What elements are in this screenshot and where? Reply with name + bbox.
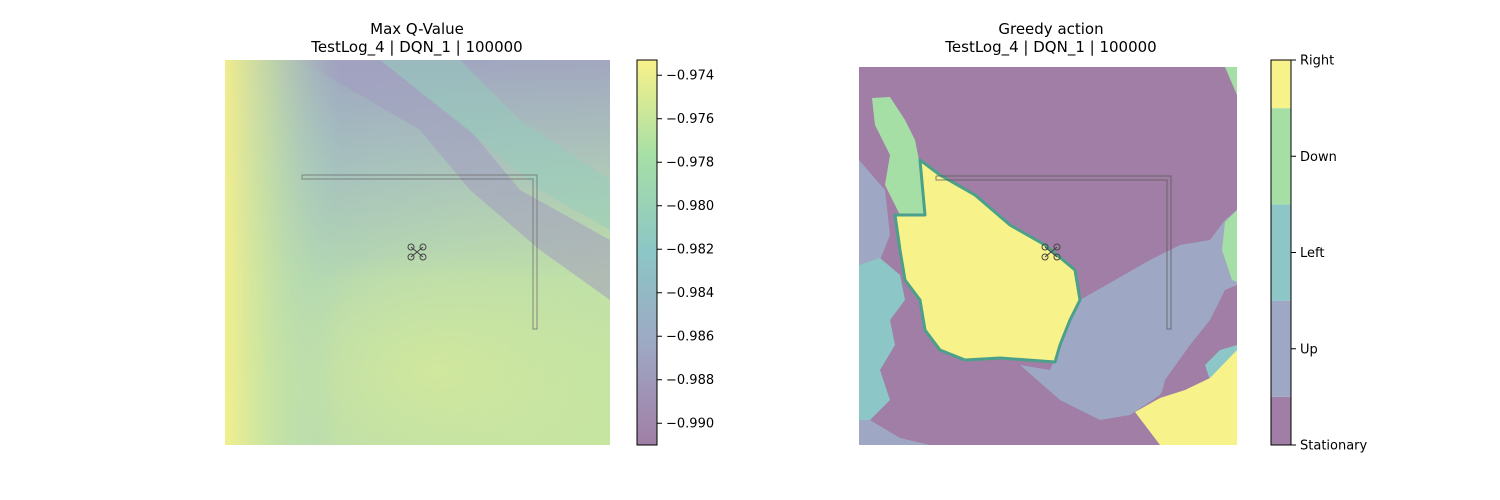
greedy-colorbar-tick-label: Left bbox=[1300, 246, 1324, 261]
qvalue-heatmap bbox=[225, 60, 610, 445]
greedy-colorbar-band bbox=[1271, 396, 1291, 445]
region-up-left bbox=[859, 160, 890, 265]
qvalue-colorbar-tick-label: −0.988 bbox=[666, 373, 714, 388]
region-up-bottom-left bbox=[859, 420, 930, 445]
qvalue-wall-outline bbox=[301, 174, 538, 330]
qvalue-colorbar-tick-label: −0.974 bbox=[666, 69, 714, 84]
region-down-upper-left bbox=[872, 97, 925, 215]
qvalue-colorbar-ticks: −0.974 −0.976 −0.978 −0.980 −0.982 −0.984 −0.9… bbox=[657, 69, 714, 432]
qvalue-colorbar-tick-label: −0.984 bbox=[666, 286, 714, 301]
qvalue-panel: Max Q-Value TestLog_4 | DQN_1 | 100000 −… bbox=[225, 20, 714, 446]
qvalue-colorbar-tick-label: −0.978 bbox=[666, 156, 714, 171]
region-down-top-right bbox=[1225, 67, 1237, 95]
greedy-colorbar-ticks: Stationary Up Left Down Right bbox=[1291, 54, 1368, 454]
greedy-colorbar-band bbox=[1271, 60, 1291, 109]
greedy-colorbar-bands bbox=[1271, 60, 1291, 445]
greedy-colorbar-band bbox=[1271, 204, 1291, 301]
region-stationary-right bbox=[1150, 285, 1237, 410]
greedy-colorbar: Stationary Up Left Down Right bbox=[1270, 54, 1368, 454]
qvalue-colorbar-gradient bbox=[636, 59, 658, 446]
greedy-title: Greedy action bbox=[998, 20, 1103, 38]
qvalue-colorbar-tick-label: −0.982 bbox=[666, 243, 714, 258]
greedy-colorbar-tick-label: Up bbox=[1300, 342, 1318, 357]
greedy-subtitle: TestLog_4 | DQN_1 | 100000 bbox=[944, 38, 1156, 57]
greedy-colorbar-tick-label: Right bbox=[1300, 54, 1334, 69]
region-right-bottom bbox=[1135, 350, 1237, 445]
greedy-colorbar-tick-label: Down bbox=[1300, 150, 1337, 165]
greedy-colorbar-band bbox=[1271, 300, 1291, 397]
qvalue-title: Max Q-Value bbox=[370, 20, 464, 38]
greedy-panel: Greedy action TestLog_4 | DQN_1 | 100000 bbox=[859, 20, 1368, 454]
greedy-colorbar-tick-label: Stationary bbox=[1300, 439, 1368, 454]
region-down-right bbox=[1222, 210, 1237, 282]
qvalue-colorbar-tick-label: −0.990 bbox=[666, 417, 714, 432]
greedy-colorbar-band bbox=[1271, 108, 1291, 205]
qvalue-colorbar-tick-label: −0.980 bbox=[666, 199, 714, 214]
greedy-wall-outline bbox=[935, 175, 1172, 330]
region-left-lower bbox=[859, 258, 905, 420]
region-right-center bbox=[893, 158, 1082, 364]
qvalue-subtitle: TestLog_4 | DQN_1 | 100000 bbox=[310, 38, 522, 57]
qvalue-colorbar-tick-label: −0.976 bbox=[666, 112, 714, 127]
region-up-center bbox=[1020, 210, 1237, 420]
drone-icon bbox=[1041, 243, 1061, 261]
drone-icon bbox=[407, 243, 427, 261]
qvalue-colorbar: −0.974 −0.976 −0.978 −0.980 −0.982 −0.984 −0.9… bbox=[636, 59, 714, 446]
qvalue-colorbar-tick-label: −0.986 bbox=[666, 330, 714, 345]
